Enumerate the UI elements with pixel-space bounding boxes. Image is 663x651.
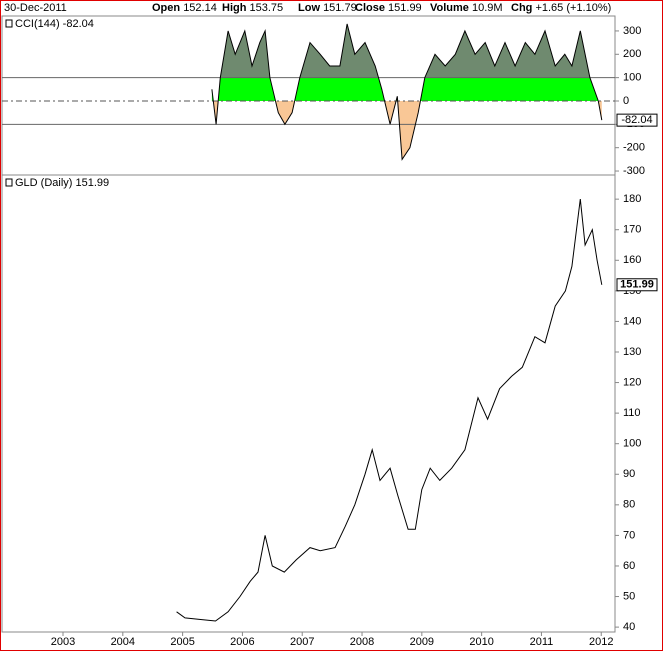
last-value-box xyxy=(616,278,658,292)
y-tick-label: 120 xyxy=(623,376,641,388)
y-tick-label: 70 xyxy=(623,529,635,541)
panel-title: GLD (Daily) 151.99 xyxy=(15,177,109,189)
x-tick-label: 2012 xyxy=(589,636,613,648)
x-tick-label: 2005 xyxy=(170,636,194,648)
y-tick-label: 110 xyxy=(623,407,641,419)
x-tick-label: 2010 xyxy=(469,636,493,648)
y-tick-label: 300 xyxy=(623,25,641,37)
title-icon xyxy=(5,178,13,187)
last-value-box xyxy=(616,113,658,127)
panel-title: CCI(144) -82.04 xyxy=(15,18,94,30)
y-tick-label: 80 xyxy=(623,499,635,511)
x-tick-label: 2009 xyxy=(410,636,434,648)
title-icon xyxy=(5,19,13,28)
y-tick-label: 180 xyxy=(623,193,641,205)
y-tick-label: 100 xyxy=(623,438,641,450)
y-tick-label: -200 xyxy=(623,142,645,154)
cci-area xyxy=(220,23,590,78)
y-tick-label: 130 xyxy=(623,346,641,358)
x-tick-label: 2007 xyxy=(290,636,314,648)
cci-area xyxy=(211,100,602,160)
header-low: Low 151.79 xyxy=(298,2,357,14)
header-volume: Volume 10.9M xyxy=(430,2,503,14)
y-tick-label: 0 xyxy=(623,95,629,107)
y-tick-label: 140 xyxy=(623,315,641,327)
y-tick-label: 40 xyxy=(623,621,635,633)
header-close: Close 151.99 xyxy=(355,2,422,14)
y-tick-label: 170 xyxy=(623,224,641,236)
x-tick-label: 2008 xyxy=(350,636,374,648)
x-tick-label: 2006 xyxy=(230,636,254,648)
y-tick-label: 90 xyxy=(623,468,635,480)
y-tick-label: -300 xyxy=(623,165,645,177)
last-value-label: 151.99 xyxy=(620,279,654,291)
y-tick-label: 50 xyxy=(623,590,635,602)
y-tick-label: 200 xyxy=(623,48,641,60)
x-tick-label: 2004 xyxy=(111,636,135,648)
y-tick-label: 160 xyxy=(623,254,641,266)
y-tick-label: 60 xyxy=(623,560,635,572)
x-tick-label: 2003 xyxy=(51,636,75,648)
last-value-label: -82.04 xyxy=(621,114,652,126)
price-panel-frame xyxy=(1,174,616,633)
price-line xyxy=(211,23,603,161)
header-high: High 153.75 xyxy=(222,2,283,14)
price-line xyxy=(176,199,603,622)
x-tick-label: 2011 xyxy=(530,636,554,648)
header-date: 30-Dec-2011 xyxy=(4,2,67,14)
header-open: Open 152.14 xyxy=(152,2,217,14)
header-change: Chg +1.65 (+1.10%) xyxy=(511,2,611,14)
y-tick-label: 100 xyxy=(623,72,641,84)
cci-area xyxy=(211,77,599,101)
